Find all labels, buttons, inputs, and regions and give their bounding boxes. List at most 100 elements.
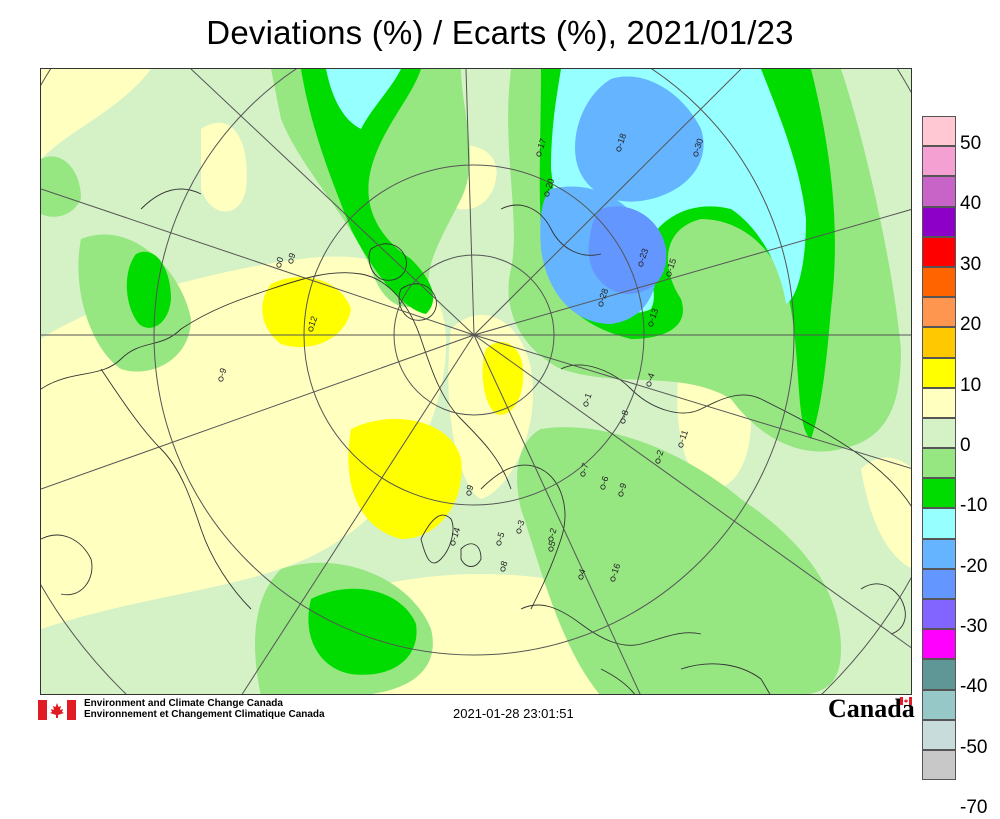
station-value-label: -11 [676,429,690,444]
legend-item: 40 [922,176,1000,214]
station-marker [496,540,502,546]
station-value-label: 5 [546,540,557,548]
station-marker [693,151,699,157]
extreme-negative-fields [588,206,667,294]
deviation-map[interactable]: 0 9 -17 -18 -30 -20 -23 -15 -28 -13 -4 -1 -8 -11 -2 -9-… [40,68,912,695]
organization-name: Environment and Climate Change Canada En… [84,698,325,720]
legend-swatch [922,629,956,660]
legend-swatch [922,116,956,147]
legend-item [922,749,1000,781]
legend-item: -70 [922,780,1000,818]
station-value-label: -9 [216,367,228,378]
legend-label: 0 [960,434,971,456]
station-value-label: -9 [616,482,628,493]
station-value-label: -8 [618,409,630,420]
legend-label: 30 [960,253,982,275]
station-marker [580,471,586,477]
legend-swatch [922,146,956,177]
station-marker [450,540,456,546]
station-value-label: -15 [664,257,678,273]
legend-swatch [922,659,956,690]
station-marker [646,381,652,387]
station-value-label: -18 [614,132,628,148]
station-marker [598,301,604,307]
station-value-label: -30 [691,137,705,153]
legend-swatch [922,568,956,599]
station-marker [308,326,314,332]
station-marker [288,258,294,264]
legend-swatch [922,417,956,449]
station-value-label: -2 [653,449,665,460]
station-marker [516,528,522,534]
station-marker [500,566,506,572]
station-value-label: -2 [546,527,558,538]
graticule [41,69,911,694]
station-value-label: -16 [608,562,622,578]
map-title: Deviations (%) / Ecarts (%), 2021/01/23 [206,14,794,51]
legend-swatch [922,387,956,418]
legend-swatch [922,206,956,237]
station-value-label: -6 [598,475,610,486]
legend-item: -40 [922,659,1000,697]
station-marker [218,376,224,382]
legend-item: 50 [922,116,1000,154]
station-marker [578,574,584,580]
legend-swatch [922,508,956,539]
legend-swatch [922,719,956,750]
legend-item: 10 [922,357,1000,396]
station-marker [548,536,554,542]
legend-swatch [922,689,956,720]
station-value-label: -14 [448,526,462,542]
legend-item: 0 [922,417,1000,456]
station-marker [618,491,624,497]
legend-item: 20 [922,297,1000,335]
station-value-label: -4 [644,372,656,383]
legend-item: 30 [922,236,1000,275]
station-marker [548,546,554,552]
canada-flag-icon [38,700,76,720]
legend-label: 20 [960,314,982,336]
legend-item: -30 [922,599,1000,637]
legend-item [922,206,1000,237]
station-value-label: -23 [636,247,650,263]
station-marker [583,401,589,407]
station-value-label: -5 [494,531,506,542]
legend-label: -10 [960,495,988,517]
legend-label: -70 [960,797,988,819]
legend-swatch [922,599,956,630]
color-legend: 50 40 30 20 10 0 -10 -20 -30 -40 -50 -70 [922,116,1000,818]
station-value-label: -7 [578,462,590,473]
coastlines [41,188,911,694]
legend-item: -50 [922,719,1000,758]
legend-item [922,448,1000,479]
legend-item: -20 [922,538,1000,577]
station-marker [638,261,644,267]
station-value-label: 9 [286,252,297,260]
station-value-label: 4 [576,568,587,576]
legend-swatch [922,236,956,267]
legend-swatch [922,357,956,388]
legend-label: 50 [960,133,982,154]
legend-item [922,629,1000,660]
station-value-label: -1 [581,392,593,403]
generation-timestamp: 2021-01-28 23:01:51 [453,706,574,721]
organization-name-en: Environment and Climate Change Canada [84,698,283,709]
legend-swatch [922,448,956,479]
station-marker [666,271,672,277]
station-values: 0 9-17 -18 -30-20-23-15-28-13-4-1-8-11-2-9-… [216,132,705,582]
legend-item [922,327,1000,358]
station-value-label: -28 [596,287,610,303]
station-value-label: -20 [542,177,556,193]
legend-item [922,266,1000,298]
legend-swatch [922,538,956,569]
legend-item [922,146,1000,177]
legend-swatch [922,327,956,358]
legend-label: 40 [960,193,982,215]
station-value-label: 0 [274,256,285,264]
legend-label: -40 [960,676,988,698]
legend-swatch [922,478,956,509]
station-marker [648,321,654,327]
station-marker [536,151,542,157]
legend-item [922,568,1000,599]
legend-item [922,387,1000,418]
